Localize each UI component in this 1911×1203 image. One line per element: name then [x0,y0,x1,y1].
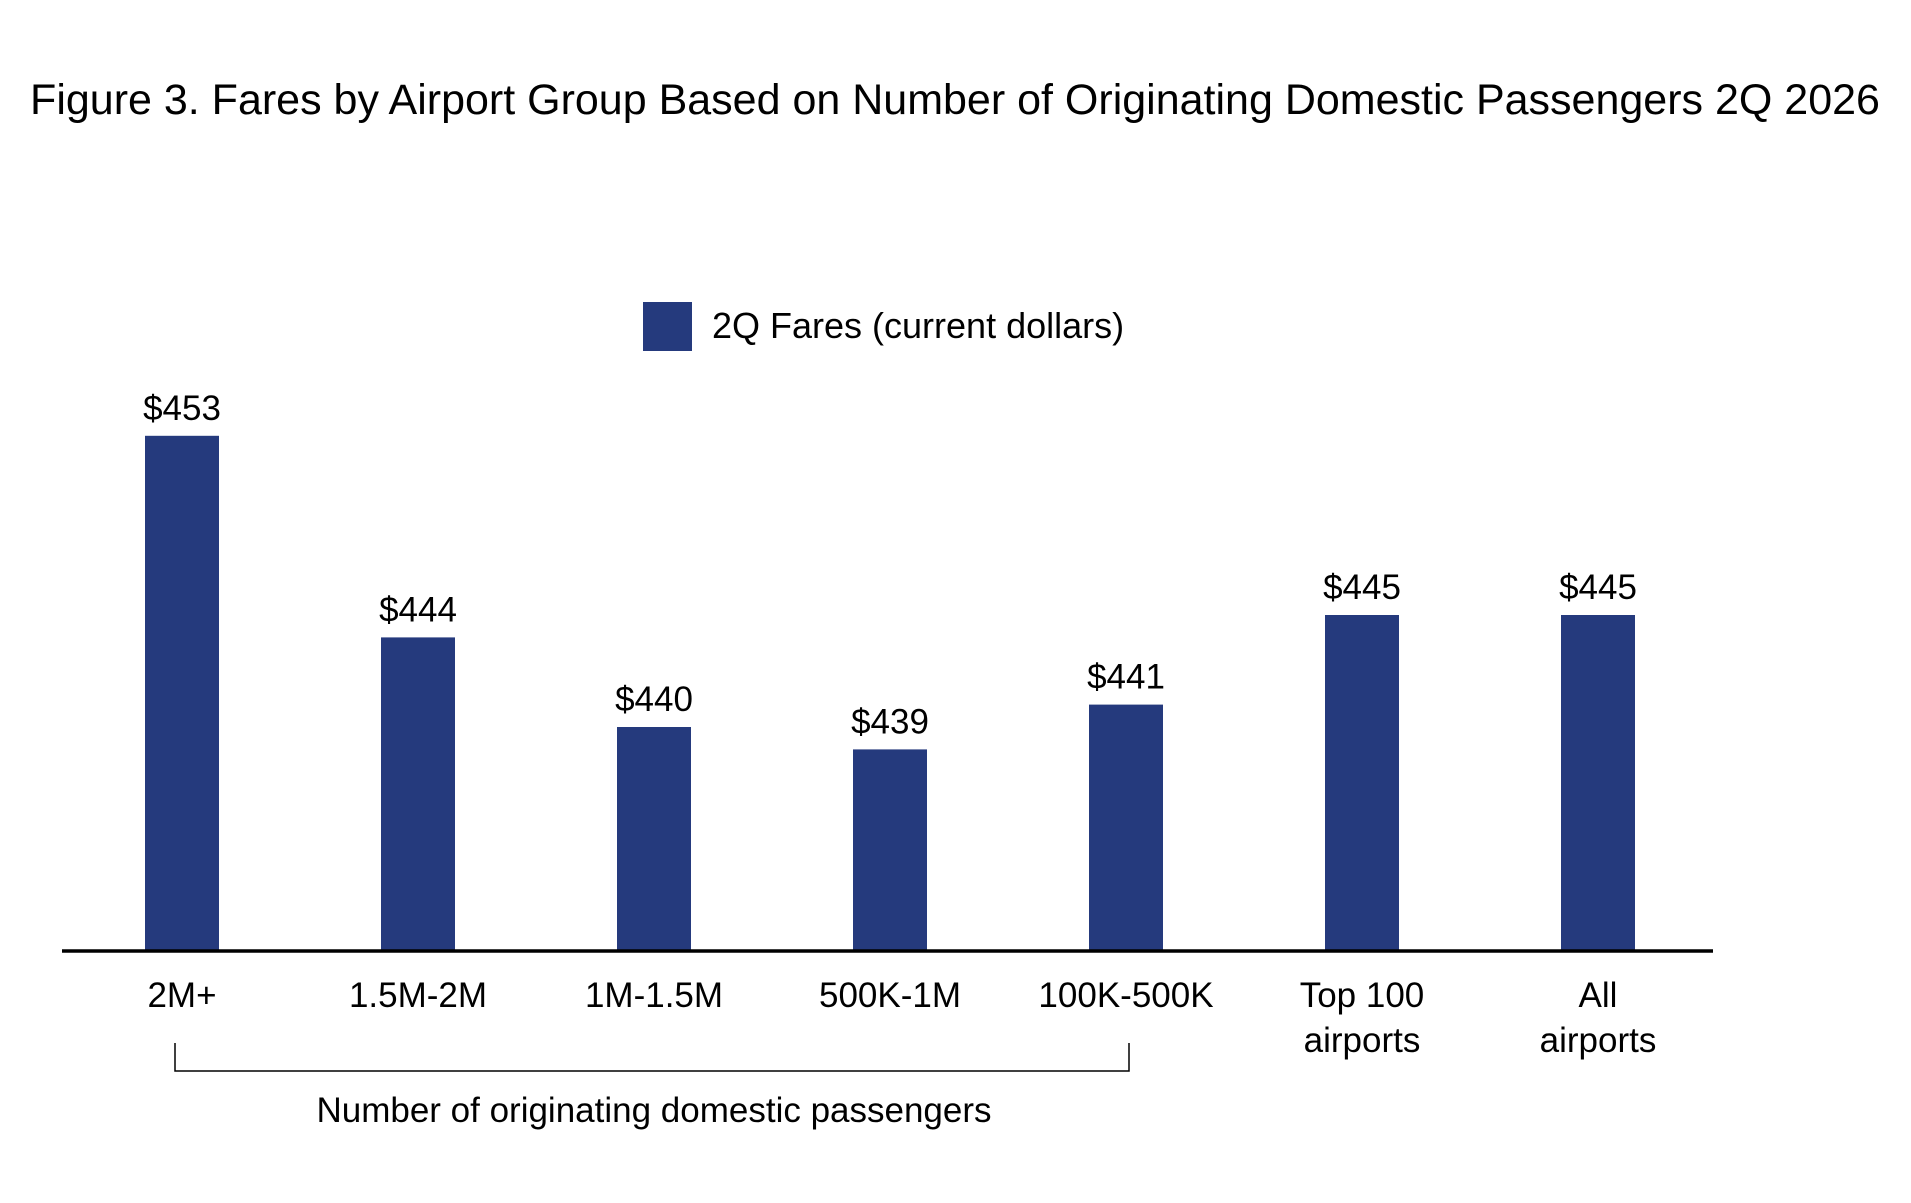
group-bracket: Number of originating domestic passenger… [174,1043,1130,1130]
x-tick-label-line: 2M+ [147,976,216,1015]
x-tick-label-line: airports [1304,1021,1421,1060]
bar [145,435,219,951]
bar [381,637,455,951]
bars [145,435,1635,951]
x-tick-label: 1M-1.5M [585,976,723,1015]
bar-value-label: $444 [379,590,457,629]
bar [1325,615,1399,951]
bar [1089,704,1163,951]
bar-value-label: $439 [851,702,929,741]
x-tick-label-line: 100K-500K [1038,976,1213,1015]
group-bracket-label: Number of originating domestic passenger… [316,1091,991,1130]
legend-swatch [643,302,692,351]
value-labels: $453 $444 $440 $439 $441 $445 $445 [143,389,1637,742]
bar-value-label: $445 [1559,568,1637,607]
x-tick-label: 500K-1M [819,976,961,1015]
x-tick-label-line: 1.5M-2M [349,976,487,1015]
x-tick-label-line: All [1579,976,1618,1015]
x-tick-label: Top 100 airports [1300,976,1425,1060]
x-tick-label: 1.5M-2M [349,976,487,1015]
bar-value-label: $453 [143,389,221,428]
x-tick-label-line: 500K-1M [819,976,961,1015]
x-tick-label-line: 1M-1.5M [585,976,723,1015]
bar-value-label: $445 [1323,568,1401,607]
x-tick-labels: 2M+ 1.5M-2M 1M-1.5M 500K-1M 100K-500K Top 100… [147,976,1656,1060]
x-tick-label: All airports [1540,976,1657,1060]
legend: 2Q Fares (current dollars) [643,302,1124,351]
x-tick-label-line: Top 100 [1300,976,1425,1015]
bar-value-label: $441 [1087,658,1165,697]
bar [853,749,927,951]
x-tick-label: 2M+ [147,976,216,1015]
chart-title: Figure 3. Fares by Airport Group Based o… [30,76,1880,124]
group-bracket-line [174,1043,1130,1072]
bar [617,727,691,951]
bar-value-label: $440 [615,680,693,719]
bar [1561,615,1635,951]
x-tick-label-line: airports [1540,1021,1657,1060]
legend-label: 2Q Fares (current dollars) [712,305,1124,346]
x-tick-label: 100K-500K [1038,976,1213,1015]
